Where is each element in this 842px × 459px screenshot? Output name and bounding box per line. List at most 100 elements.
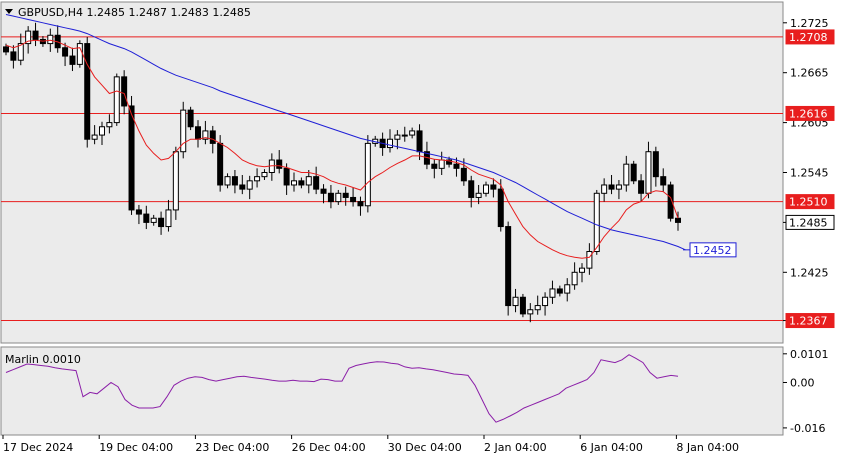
candle-78	[579, 263, 585, 283]
price-tick-0: 1.2725	[790, 17, 829, 30]
candle-90	[667, 181, 674, 222]
time-label-6: 6 Jan 04:00	[580, 441, 643, 454]
candle-65	[483, 181, 489, 197]
candle-91	[675, 211, 681, 231]
candle-81	[601, 178, 608, 202]
time-label-2: 23 Dec 04:00	[195, 441, 269, 454]
candle-16	[121, 70, 128, 115]
time-label-7: 8 Jan 04:00	[676, 441, 739, 454]
candle-53	[394, 130, 401, 150]
candle-45	[335, 189, 342, 205]
candle-2	[17, 33, 24, 66]
candle-68	[505, 221, 512, 316]
candle-44	[327, 184, 334, 209]
price-panel	[0, 1, 784, 344]
candle-47	[350, 187, 357, 207]
candle-37	[276, 150, 283, 174]
level-tag-0: 1.2708	[785, 29, 835, 45]
candle-66	[490, 178, 497, 198]
candle-70	[519, 293, 526, 318]
time-axis: 17 Dec 2024 19 Dec 04:00 23 Dec 04:00 26 De…	[2, 435, 739, 454]
candle-8	[62, 42, 69, 67]
candle-49	[364, 135, 371, 213]
candle-33	[246, 175, 253, 200]
current-price-tag: 1.2485	[785, 214, 835, 230]
candle-89	[660, 168, 667, 192]
svg-text:1.2485: 1.2485	[789, 216, 828, 229]
candle-54	[401, 126, 408, 142]
candle-67	[497, 179, 504, 232]
candle-46	[342, 186, 349, 206]
candle-35	[261, 169, 268, 180]
candle-19	[143, 205, 150, 230]
candle-52	[387, 129, 393, 153]
price-tick-5: 1.2425	[790, 266, 829, 279]
candle-88	[652, 146, 659, 187]
candle-48	[357, 196, 364, 216]
indicator-panel	[0, 346, 784, 436]
candle-71	[527, 303, 534, 323]
candle-73	[542, 292, 549, 316]
candle-84	[623, 155, 630, 192]
time-label-5: 2 Jan 04:00	[484, 441, 547, 454]
blue-moving-average-line	[5, 14, 686, 251]
candle-15	[113, 73, 120, 126]
level-tag-3: 1.2367	[785, 313, 835, 329]
candle-34	[254, 168, 261, 188]
svg-text:1.2367: 1.2367	[789, 315, 828, 328]
svg-text:1.2616: 1.2616	[789, 107, 828, 120]
candle-10	[76, 40, 83, 68]
price-tick-3: 1.2545	[790, 167, 829, 180]
candle-32	[239, 174, 246, 195]
candle-74	[549, 280, 556, 304]
candle-30	[224, 173, 231, 189]
indicator-label: Marlin 0.0010	[5, 353, 81, 366]
candle-72	[534, 295, 541, 315]
candle-85	[630, 160, 637, 185]
candle-76	[564, 278, 571, 302]
candle-42	[313, 166, 320, 195]
red-moving-average-line	[5, 39, 679, 259]
candle-23	[172, 146, 179, 220]
candle-58	[431, 159, 438, 179]
candle-79	[586, 243, 593, 275]
time-label-4: 30 Dec 04:00	[388, 441, 462, 454]
candle-12	[91, 125, 98, 145]
candle-27	[202, 120, 209, 145]
price-tags: 1.2708 1.2616 1.2510 1.2367 1.2485 1.2452	[683, 29, 835, 329]
candle-40	[298, 177, 305, 189]
candle-80	[593, 189, 600, 255]
candle-69	[512, 288, 519, 313]
candle-39	[291, 172, 297, 192]
dropdown-triangle-icon[interactable]	[5, 9, 13, 14]
candle-9	[69, 47, 76, 72]
candle-20	[150, 214, 157, 226]
indicator-tick-2: -0.016	[790, 422, 825, 435]
indicator-tick-1: 0.00	[790, 376, 815, 389]
candle-63	[468, 175, 475, 208]
candle-83	[615, 179, 622, 200]
candle-21	[158, 211, 165, 235]
candle-38	[283, 163, 290, 195]
time-label-0: 17 Dec 2024	[3, 441, 73, 454]
candle-3	[25, 26, 32, 54]
candle-24	[180, 101, 187, 159]
candle-41	[305, 170, 312, 194]
candle-61	[453, 157, 460, 177]
candle-13	[99, 121, 105, 146]
time-label-1: 19 Dec 04:00	[99, 441, 173, 454]
candle-18	[135, 204, 142, 225]
candle-4	[32, 22, 39, 47]
price-tick-1: 1.2665	[790, 67, 829, 80]
candle-82	[608, 174, 615, 195]
indicator-tick-0: 0.0101	[790, 348, 829, 361]
svg-text:1.2510: 1.2510	[789, 196, 828, 209]
candle-17	[128, 95, 135, 215]
candle-86	[638, 174, 645, 202]
level-tag-1: 1.2616	[785, 105, 835, 121]
ma-value-tag: 1.2452	[689, 242, 737, 258]
candle-77	[571, 262, 578, 290]
candle-25	[187, 106, 194, 131]
